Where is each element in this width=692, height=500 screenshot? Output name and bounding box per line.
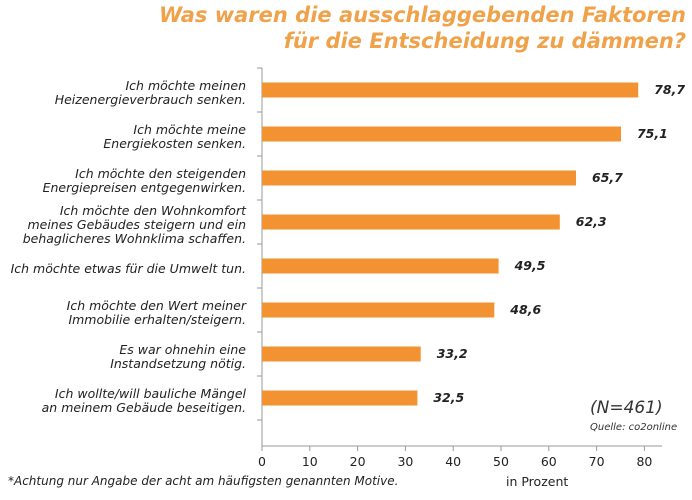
category-label-line: Ich möchte den Wert meiner [66,298,246,313]
category-label: Ich möchte den Wert meiner Immobilie erha… [0,299,246,327]
category-label-line: Ich möchte etwas für die Umwelt tun. [10,261,246,276]
bar-value-label: 78,7 [654,82,686,97]
category-label: Ich möchte meinen Heizenergieverbrauch se… [0,79,246,107]
category-label: Ich wollte/will bauliche Mängel an meinem… [0,387,246,415]
category-label: Ich möchte etwas für die Umwelt tun. [0,262,246,276]
source-label: Quelle: co2online [590,422,678,433]
x-tick-label: 0 [258,454,266,469]
category-label-line: Ich möchte meinen [125,78,246,93]
category-label-line: Immobilie erhalten/steigern. [68,312,246,327]
bar [262,302,495,318]
category-label-line: Instandsetzung nötig. [110,356,246,371]
category-label-line: Ich möchte meine [133,122,246,137]
chart-title-line-1: Was waren die ausschlaggebenden Faktoren [159,3,686,27]
bar [262,346,421,362]
x-tick-label: 50 [493,454,509,469]
bar-value-label: 48,6 [510,302,542,317]
chart-title: Was waren die ausschlaggebenden Faktoren… [126,2,686,54]
x-tick-label: 40 [445,454,462,469]
category-label-line: behaglicheres Wohnklima schaffen. [22,231,246,246]
sample-size-label: (N=461) [590,398,663,418]
bar-value-label: 49,5 [514,258,546,273]
bar-value-label: 32,5 [433,390,465,405]
bar-value-label: 33,2 [436,346,468,361]
category-label: Ich möchte den Wohnkomfort meines Gebäude… [0,204,246,246]
chart-title-line-2: für die Entscheidung zu dämmen? [283,29,686,53]
category-label-line: Es war ohnehin eine [119,342,246,357]
bar [262,214,560,230]
x-tick-label: 80 [636,454,653,469]
x-tick-label: 70 [588,454,605,469]
category-label: Ich möchte meine Energiekosten senken. [0,123,246,151]
category-label-line: Energiepreisen entgegenwirken. [42,180,246,195]
category-label: Es war ohnehin eine Instandsetzung nötig. [0,343,246,371]
category-label-line: Ich möchte den steigenden [75,166,246,181]
x-tick-label: 60 [540,454,557,469]
category-label-line: Ich möchte den Wohnkomfort [59,203,246,218]
bar [262,82,639,98]
category-label-line: Ich wollte/will bauliche Mängel [54,386,246,401]
bar-value-label: 75,1 [636,126,668,141]
footnote: *Achtung nur Angabe der acht am häufigst… [8,474,399,488]
x-axis-label: in Prozent [506,474,569,489]
category-label: Ich möchte den steigenden Energiepreisen … [0,167,246,195]
category-label-line: meines Gebäudes steigern und ein [27,217,246,232]
x-tick-label: 10 [301,454,318,469]
bar [262,170,576,186]
bar [262,390,418,406]
x-tick-label: 20 [349,454,366,469]
bar [262,258,499,274]
bar-value-label: 65,7 [592,170,623,185]
category-label-line: an meinem Gebäude beseitigen. [41,400,246,415]
x-tick-label: 30 [397,454,414,469]
category-label-line: Heizenergieverbrauch senken. [54,92,246,107]
bar [262,126,621,142]
bar-value-label: 62,3 [575,214,607,229]
category-label-line: Energiekosten senken. [103,136,246,151]
